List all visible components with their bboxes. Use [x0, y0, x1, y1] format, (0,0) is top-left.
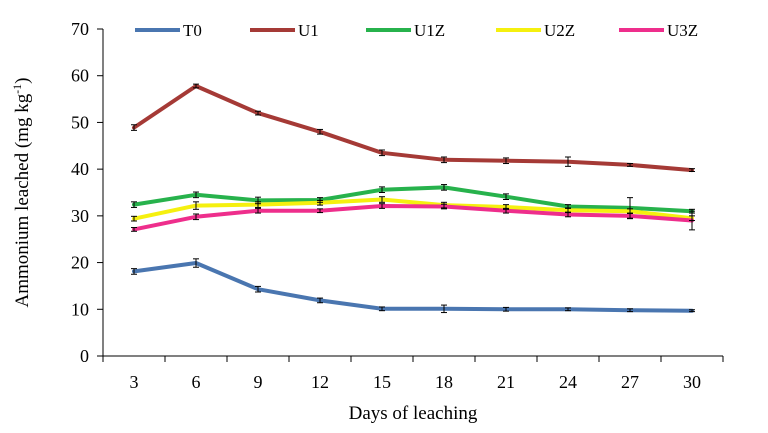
legend-item-u1z: U1Z	[366, 21, 445, 40]
error-bar	[317, 128, 323, 135]
y-axis-title-superscript: -1	[10, 84, 24, 94]
error-bar	[565, 307, 571, 312]
series-line-u1	[132, 84, 694, 173]
y-axis-title: Ammonium leached (mg kg-1)	[10, 77, 33, 307]
error-bar	[627, 212, 633, 220]
y-tick-label: 50	[71, 112, 89, 132]
y-tick-label: 30	[71, 206, 89, 226]
error-bar	[689, 168, 695, 172]
error-bar	[379, 186, 385, 193]
error-bar	[503, 306, 509, 312]
series-u3z	[132, 204, 694, 232]
x-tick-label: 15	[373, 372, 391, 392]
legend-label: T0	[183, 21, 202, 40]
error-bars-t0	[131, 258, 695, 314]
y-tick-label: 0	[80, 346, 89, 366]
series-u2z	[132, 197, 694, 221]
x-tick-label: 9	[254, 372, 263, 392]
error-bar	[441, 184, 447, 191]
error-bar	[131, 201, 137, 208]
series-layer	[131, 83, 695, 314]
y-tick-label: 40	[71, 159, 89, 179]
error-bar	[379, 203, 385, 209]
error-bar	[441, 156, 447, 164]
x-tick-label: 6	[192, 372, 201, 392]
legend-item-u3z: U3Z	[619, 21, 698, 40]
series-line-u2z	[132, 197, 694, 221]
error-bar	[255, 110, 261, 116]
series-u1	[132, 84, 694, 173]
error-bars-u2z	[131, 196, 695, 222]
error-bar	[255, 201, 261, 208]
x-tick-label: 24	[559, 372, 577, 392]
error-bar	[317, 297, 323, 304]
y-tick-label: 20	[71, 253, 89, 273]
series-u1z	[132, 185, 694, 214]
error-bar	[379, 149, 385, 157]
x-tick-label: 18	[435, 372, 453, 392]
error-bar	[503, 157, 509, 165]
error-bar	[131, 268, 137, 275]
legend-item-u1: U1	[250, 21, 319, 40]
legend: T0 U1 U1Z U2Z U3Z	[135, 21, 698, 40]
error-bar	[565, 211, 571, 218]
error-bar	[255, 207, 261, 214]
error-bar	[131, 227, 137, 232]
error-bar	[193, 83, 199, 89]
error-bar	[131, 124, 137, 131]
legend-item-t0: T0	[135, 21, 202, 40]
error-bar	[193, 258, 199, 268]
error-bars-u1	[131, 83, 695, 172]
error-bar	[193, 213, 199, 221]
x-tick-label: 3	[130, 372, 139, 392]
error-bar	[193, 201, 199, 210]
error-bar	[627, 163, 633, 167]
error-bar	[317, 208, 323, 214]
legend-item-u2z: U2Z	[496, 21, 575, 40]
error-bar	[503, 193, 509, 201]
y-tick-label: 10	[71, 299, 89, 319]
x-axis-title: Days of leaching	[349, 403, 478, 424]
series-line-t0	[132, 261, 694, 313]
y-axis-title-close: )	[12, 77, 33, 83]
error-bar	[255, 285, 261, 293]
x-tick-label: 27	[621, 372, 639, 392]
error-bar	[379, 306, 385, 312]
error-bar	[317, 199, 323, 206]
x-tick-label: 12	[311, 372, 329, 392]
y-tick-label: 70	[71, 19, 89, 39]
legend-label: U1Z	[414, 21, 445, 40]
y-tick-label: 60	[71, 66, 89, 86]
error-bar	[379, 196, 385, 203]
legend-label: U2Z	[544, 21, 575, 40]
error-bar	[627, 308, 633, 313]
error-bar	[441, 203, 447, 210]
x-tick-label: 21	[497, 372, 515, 392]
x-tick-label: 30	[683, 372, 701, 392]
legend-label: U3Z	[667, 21, 698, 40]
error-bars-u3z	[131, 203, 695, 232]
series-t0	[132, 261, 694, 313]
series-line-u3z	[132, 204, 694, 232]
error-bar	[441, 304, 447, 314]
error-bar	[689, 309, 695, 313]
error-bar	[503, 207, 509, 214]
error-bar	[193, 191, 199, 199]
error-bar	[131, 215, 137, 222]
legend-label: U1	[298, 21, 319, 40]
axes: 0 10 20 30 40 50 60 70 3 6 9 12 15 18 21 24 27 30	[71, 19, 724, 392]
series-line-u1z	[132, 185, 694, 214]
y-axis-title-main: Ammonium leached (mg kg	[12, 93, 33, 307]
error-bar	[689, 210, 695, 231]
error-bar	[565, 156, 571, 167]
